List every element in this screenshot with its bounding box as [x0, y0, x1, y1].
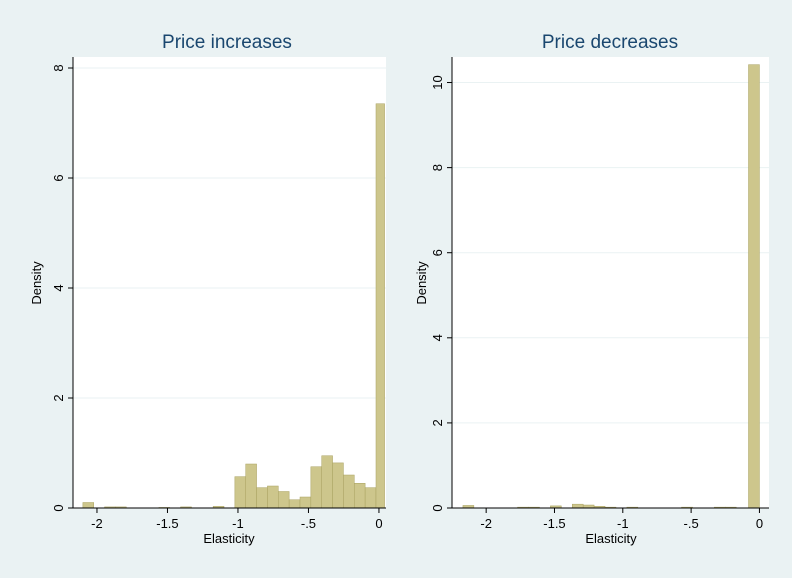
x-tick-label: 0	[756, 516, 763, 531]
y-ticks: 0 2 4 6 8	[51, 64, 73, 512]
histogram-bars	[82, 103, 385, 509]
histogram-bar	[245, 463, 257, 509]
x-tick-label: 0	[375, 516, 382, 531]
x-tick-label: -1	[617, 516, 629, 531]
y-axis-title: Density	[414, 261, 429, 305]
x-axis-title: Elasticity	[203, 531, 255, 546]
histogram-bar	[321, 455, 333, 509]
histogram-bar	[748, 64, 760, 509]
plot-area	[73, 57, 386, 508]
x-ticks: -2 -1.5 -1 -.5 0	[480, 508, 763, 531]
y-ticks: 0 2 4 6 8 10	[430, 75, 452, 512]
x-tick-label: -1.5	[156, 516, 178, 531]
x-tick-label: -2	[480, 516, 492, 531]
histogram-bar	[332, 462, 344, 509]
panel-price-increases: 0 2 4 6 8 -2 -1.5 -1 -.5 0 Price increases Elast…	[29, 32, 386, 546]
y-axis-title: Density	[29, 261, 44, 305]
chart-title: Price decreases	[542, 32, 678, 53]
x-ticks: -2 -1.5 -1 -.5 0	[91, 508, 383, 531]
y-tick-label: 0	[430, 504, 445, 511]
x-tick-label: -2	[91, 516, 103, 531]
y-tick-label: 4	[430, 334, 445, 341]
y-tick-label: 2	[51, 394, 66, 401]
y-tick-label: 6	[430, 249, 445, 256]
y-tick-label: 8	[51, 64, 66, 71]
y-tick-label: 4	[51, 284, 66, 291]
y-tick-label: 10	[430, 75, 445, 89]
y-tick-label: 2	[430, 419, 445, 426]
y-tick-label: 6	[51, 174, 66, 181]
x-axis-title: Elasticity	[585, 531, 637, 546]
histogram-bar	[234, 476, 246, 509]
y-tick-label: 8	[430, 164, 445, 171]
histogram-bar	[299, 496, 312, 509]
x-tick-label: -.5	[684, 516, 699, 531]
histogram-bar	[278, 491, 290, 509]
gridlines	[73, 67, 386, 399]
panel-price-decreases: 0 2 4 6 8 10 -2 -1.5 -1 -.5 0 Price decreases Ela…	[414, 32, 769, 546]
gridlines	[452, 82, 769, 424]
histogram-bar	[288, 499, 301, 509]
histogram-bar	[310, 466, 322, 509]
histogram-bar	[571, 503, 584, 509]
x-tick-label: -1	[232, 516, 244, 531]
histogram-bar	[354, 483, 366, 509]
plot-area	[452, 57, 769, 508]
x-tick-label: -.5	[301, 516, 316, 531]
y-tick-label: 0	[51, 504, 66, 511]
histogram-bar	[343, 474, 355, 509]
x-tick-label: -1.5	[543, 516, 565, 531]
chart-title: Price increases	[162, 32, 292, 53]
histogram-bar	[267, 485, 279, 509]
histogram-bar	[375, 103, 385, 509]
histogram-bar	[364, 487, 377, 509]
histogram-bar	[256, 487, 268, 509]
histogram-bar	[82, 502, 94, 509]
